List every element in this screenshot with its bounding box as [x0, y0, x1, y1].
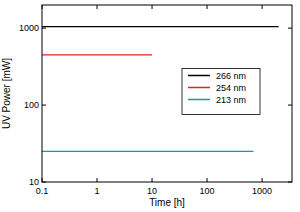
chart-svg: 0.1 1 10 100 1000 10 100 1000 Time [h] UV Power […: [0, 0, 300, 212]
y-axis-label: UV Power [mW]: [1, 58, 12, 129]
x-tick-top: [262, 5, 263, 9]
series-line: [42, 151, 254, 152]
x-tick: [262, 178, 263, 182]
legend-label: 266 nm: [216, 71, 246, 81]
x-axis-label: Time [h]: [149, 197, 185, 208]
x-tick-top: [207, 5, 208, 9]
x-tick-label: 0.1: [36, 186, 49, 196]
legend-label: 213 nm: [216, 95, 246, 105]
x-tick-top: [152, 5, 153, 9]
y-tick-label: 10: [29, 177, 39, 187]
x-tick-label: 100: [200, 186, 215, 196]
y-tick-label: 100: [24, 100, 39, 110]
x-tick-top: [97, 5, 98, 9]
x-tick-label: 1000: [252, 186, 272, 196]
x-tick: [152, 178, 153, 182]
x-tick: [97, 178, 98, 182]
y-tick-right: [288, 182, 292, 183]
y-tick: [42, 105, 46, 106]
legend-label: 254 nm: [216, 83, 246, 93]
x-tick-label: 10: [147, 186, 157, 196]
series-line: [42, 26, 279, 27]
legend-swatch: [188, 87, 210, 89]
y-tick-label: 1000: [19, 23, 39, 33]
x-tick-label: 1: [95, 186, 100, 196]
x-tick-top: [42, 5, 43, 9]
legend-swatch: [188, 75, 210, 77]
y-tick-right: [288, 105, 292, 106]
x-tick: [42, 178, 43, 182]
series-line: [42, 54, 152, 55]
y-tick: [42, 182, 46, 183]
plot-area: [42, 27, 279, 152]
chart: 0.1 1 10 100 1000 10 100 1000 Time [h] UV Power […: [0, 0, 300, 212]
legend-swatch: [188, 99, 210, 101]
legend: 266 nm 254 nm 213 nm: [182, 69, 260, 115]
y-tick-right: [288, 28, 292, 29]
legend-box: [182, 69, 260, 115]
plot-frame: [42, 5, 292, 182]
x-tick: [207, 178, 208, 182]
y-tick: [42, 28, 46, 29]
